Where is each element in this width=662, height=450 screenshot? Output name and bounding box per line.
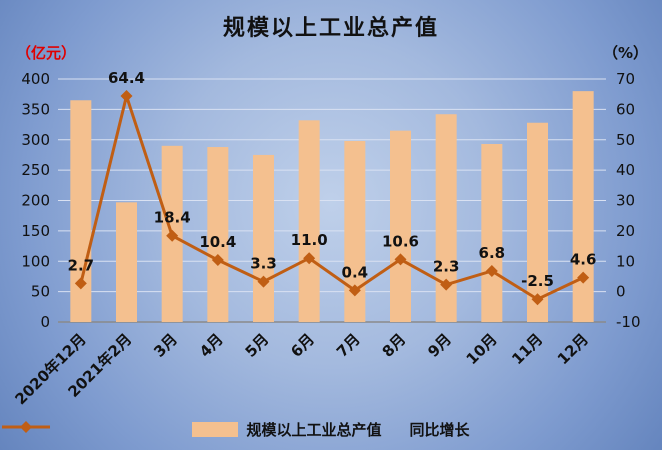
right-axis-tick-label: 50: [616, 131, 635, 149]
data-label-10月: 6.8: [479, 244, 506, 262]
data-label-5月: 3.3: [250, 255, 277, 273]
left-axis-tick-label: 350: [21, 100, 50, 118]
data-label-12月: 4.6: [570, 251, 597, 269]
legend-bars-label: 规模以上工业总产值: [246, 421, 382, 439]
line-marker-4月: [211, 254, 224, 267]
bar-2021年2月: [116, 202, 137, 322]
bar-11月: [527, 122, 548, 323]
x-axis-tick-label: 9月: [424, 330, 455, 361]
x-axis-tick-label: 11月: [508, 330, 546, 368]
x-axis-tick-label: 3月: [150, 330, 181, 361]
right-axis-tick-label: 0: [616, 283, 626, 301]
legend-item-bars: 规模以上工业总产值: [192, 419, 382, 440]
data-label-8月: 10.6: [382, 232, 419, 250]
left-axis-tick-label: 200: [21, 192, 50, 210]
left-axis-tick-label: 150: [21, 222, 50, 240]
line-marker-9月: [440, 278, 453, 291]
x-axis-tick-label: 10月: [463, 330, 501, 368]
left-axis-tick-label: 250: [21, 161, 50, 179]
data-label-3月: 18.4: [154, 209, 191, 227]
bar-7月: [344, 140, 366, 322]
line-marker-11月: [531, 293, 544, 306]
x-axis-tick-label: 5月: [242, 330, 273, 361]
bar-5月: [253, 154, 274, 322]
right-axis-tick-label: -10: [616, 313, 641, 331]
legend-line-label: 同比增长: [409, 421, 470, 439]
x-axis-tick-label: 8月: [379, 330, 410, 361]
chart-title: 规模以上工业总产值: [222, 16, 439, 41]
line-marker-3月: [166, 229, 179, 242]
x-axis-tick-label: 12月: [554, 330, 592, 368]
right-axis-tick-label: 30: [616, 192, 635, 210]
growth-line: [79, 90, 584, 301]
bar-9月: [435, 114, 457, 322]
line-marker-8月: [394, 253, 407, 266]
line-marker-2020年12月: [74, 277, 87, 290]
data-label-2021年2月: 64.4: [108, 69, 145, 87]
line-series-swatch-icon: [2, 421, 50, 433]
left-axis-unit-label: （亿元）: [16, 44, 77, 62]
line-marker-7月: [348, 284, 361, 297]
data-label-2020年12月: 2.7: [68, 256, 95, 274]
data-label-11月: -2.5: [521, 272, 554, 290]
line-marker-10月: [485, 264, 498, 277]
data-label-9月: 2.3: [433, 258, 460, 276]
left-axis-tick-label: 400: [21, 70, 50, 88]
right-axis-tick-label: 60: [616, 100, 635, 118]
x-axis-tick-label: 6月: [287, 330, 318, 361]
data-label-7月: 0.4: [342, 263, 369, 281]
bar-8月: [390, 130, 411, 322]
right-axis-unit-label: （%）: [602, 44, 648, 62]
chart-legend: 规模以上工业总产值 同比增长: [0, 419, 662, 440]
legend-item-line: 同比增长: [2, 419, 470, 440]
x-axis-tick-label: 4月: [196, 330, 227, 361]
line-marker-5月: [257, 275, 270, 288]
line-marker-2021年2月: [120, 90, 133, 103]
right-axis-tick-label: 40: [616, 161, 635, 179]
data-label-6月: 11.0: [291, 231, 328, 249]
bar-series-swatch-icon: [192, 422, 239, 437]
bar-4月: [207, 147, 229, 322]
right-axis-tick-label: 10: [616, 252, 635, 270]
right-axis-tick-label: 70: [616, 70, 635, 88]
left-axis-tick-label: 300: [21, 131, 50, 149]
x-axis-tick-label: 7月: [333, 330, 364, 361]
bar-6月: [298, 120, 320, 322]
bar-12月: [572, 91, 594, 323]
left-axis-tick-label: 0: [40, 313, 50, 331]
right-axis-tick-label: 20: [616, 222, 635, 240]
left-axis-tick-label: 50: [31, 283, 50, 301]
line-marker-6月: [303, 252, 316, 265]
line-marker-12月: [577, 271, 590, 284]
data-label-4月: 10.4: [199, 233, 236, 251]
bar-10月: [481, 144, 503, 322]
left-axis-tick-label: 100: [21, 252, 50, 270]
